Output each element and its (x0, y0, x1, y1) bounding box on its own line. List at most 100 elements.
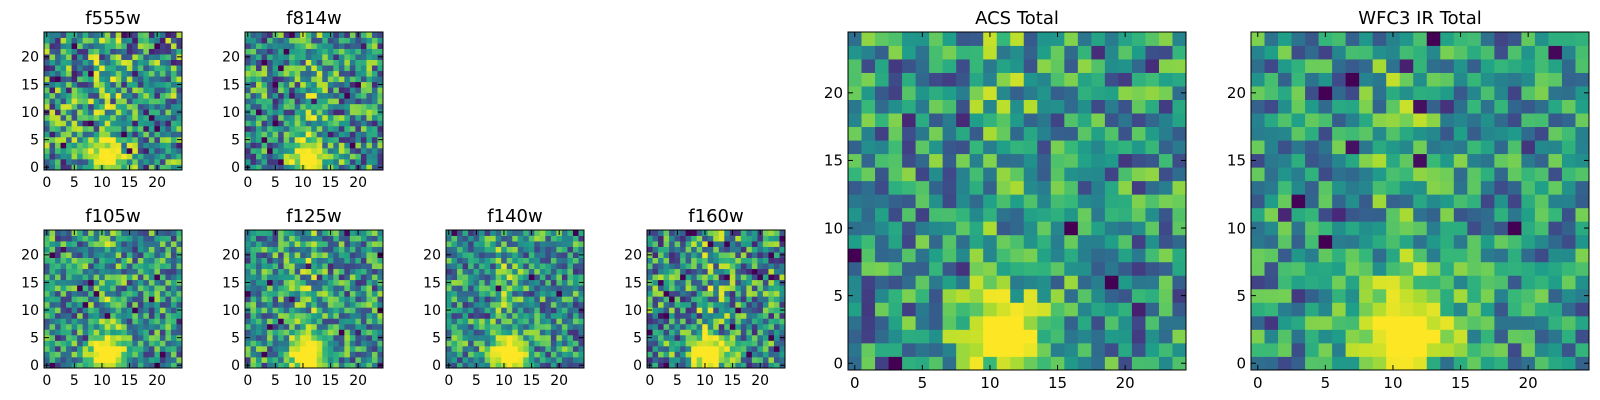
heatmap-cell (479, 246, 486, 253)
heatmap-cell (93, 164, 100, 171)
heatmap-cell (104, 268, 111, 275)
heatmap-cell (1091, 356, 1106, 371)
heatmap-cell (1521, 207, 1536, 222)
heatmap-cell (93, 257, 100, 264)
heatmap-cell (143, 241, 150, 247)
heatmap-cell (473, 301, 480, 308)
heatmap-cell (902, 302, 916, 317)
heatmap-cell (729, 274, 736, 281)
heatmap-cell (261, 268, 268, 275)
heatmap-cell (333, 70, 340, 77)
heatmap-cell (746, 340, 753, 347)
heatmap-cell (137, 120, 144, 127)
heatmap-cell (1372, 261, 1387, 276)
heatmap-cell (355, 274, 362, 281)
heatmap-cell (479, 274, 486, 281)
heatmap-cell (338, 257, 345, 264)
heatmap-cell (1480, 194, 1495, 209)
heatmap-cell (316, 329, 323, 336)
heatmap-cell (875, 32, 889, 46)
heatmap-cell (875, 194, 889, 209)
heatmap-cell (377, 142, 384, 149)
heatmap-cell (969, 180, 984, 195)
heatmap-cell (316, 334, 323, 341)
heatmap-cell (148, 32, 155, 38)
y-tick-label: 5 (633, 331, 642, 347)
heatmap-cell (305, 48, 312, 55)
heatmap-cell (170, 318, 177, 325)
heatmap-cell (256, 147, 262, 154)
heatmap-cell (875, 86, 889, 100)
heatmap-cell (333, 345, 340, 352)
heatmap-cell (333, 323, 340, 330)
heatmap-cell (355, 252, 362, 258)
heatmap-cell (132, 114, 139, 121)
heatmap-cell (272, 65, 279, 72)
heatmap-cell (82, 142, 89, 149)
heatmap-cell (143, 98, 150, 105)
heatmap-cell (724, 246, 731, 253)
heatmap-cell (691, 285, 698, 292)
heatmap-cell (294, 32, 301, 38)
heatmap-cell (71, 329, 78, 336)
heatmap-cell (718, 334, 725, 341)
heatmap-cell (115, 164, 122, 171)
heatmap-cell (49, 318, 56, 325)
heatmap-cell (99, 312, 106, 319)
heatmap-cell (278, 147, 285, 154)
heatmap-cell (360, 48, 367, 55)
heatmap-cell (115, 109, 122, 116)
heatmap-cell (490, 318, 497, 325)
heatmap-cell (77, 87, 84, 94)
heatmap-cell (377, 274, 384, 281)
heatmap-cell (696, 345, 703, 352)
heatmap-cell (479, 268, 486, 275)
heatmap-cell (663, 301, 670, 308)
heatmap-cell (148, 70, 155, 77)
heatmap-cell (462, 279, 469, 286)
heatmap-cell (495, 274, 502, 281)
heatmap-cell (278, 76, 285, 83)
heatmap-cell (550, 329, 557, 336)
heatmap-cell (289, 109, 296, 116)
y-tick-label: 10 (222, 303, 240, 319)
y-tick-label: 0 (633, 358, 642, 374)
heatmap-cell (99, 252, 106, 258)
heatmap-cell (674, 329, 681, 336)
heatmap-cell (267, 323, 273, 330)
heatmap-cell (751, 263, 758, 270)
heatmap-cell (88, 268, 95, 275)
heatmap-cell (446, 312, 452, 319)
heatmap-cell (93, 274, 100, 281)
heatmap-cell (751, 274, 758, 281)
heatmap-cell (1426, 342, 1441, 357)
heatmap-cell (451, 329, 458, 336)
heatmap-cell (66, 43, 72, 49)
heatmap-cell (848, 72, 862, 87)
heatmap-cell (366, 120, 373, 127)
heatmap-cell (773, 318, 780, 325)
heatmap-cell (267, 76, 273, 83)
heatmap-cell (261, 114, 268, 121)
heatmap-cell (446, 241, 452, 247)
heatmap-cell (746, 279, 753, 286)
heatmap-cell (663, 241, 670, 247)
heatmap-cell (154, 98, 161, 105)
heatmap-cell (126, 158, 133, 165)
heatmap-cell (674, 285, 681, 292)
heatmap-cell (278, 318, 285, 325)
x-tick-label: 5 (271, 373, 280, 389)
heatmap-cell (115, 246, 122, 253)
heatmap-cell (371, 235, 378, 242)
heatmap-cell (685, 252, 692, 258)
heatmap-cell (289, 246, 296, 253)
heatmap-cell (669, 252, 675, 258)
heatmap-cell (71, 241, 78, 247)
heatmap-cell (349, 340, 356, 347)
heatmap-cell (170, 164, 177, 171)
heatmap-cell (338, 98, 345, 105)
x-tick-label: 15 (1048, 374, 1067, 392)
heatmap-cell (256, 307, 262, 314)
heatmap-cell (545, 362, 552, 369)
y-tick-label: 10 (824, 219, 843, 237)
